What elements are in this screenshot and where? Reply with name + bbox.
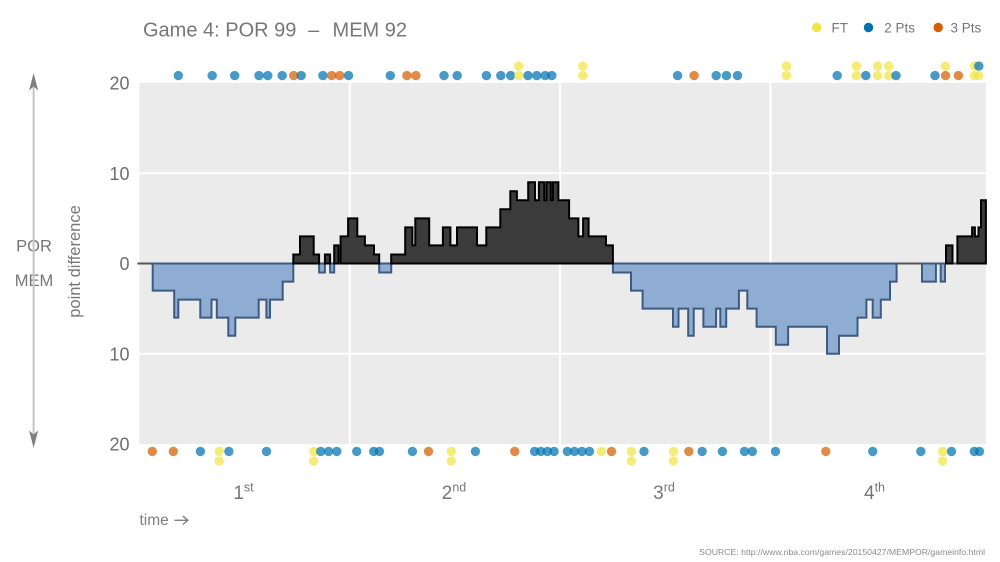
svg-text:Game 4: POR 99 – MEM 92: Game 4: POR 99 – MEM 92	[143, 20, 407, 42]
svg-text:2 Pts: 2 Pts	[884, 21, 915, 36]
svg-text:SOURCE: http://www.nba.com/gam: SOURCE: http://www.nba.com/games/2015042…	[699, 547, 985, 557]
svg-text:time: time	[140, 512, 169, 529]
svg-text:0: 0	[119, 254, 129, 274]
svg-text:10: 10	[109, 344, 129, 364]
svg-text:FT: FT	[832, 21, 849, 36]
svg-text:point difference: point difference	[66, 205, 84, 318]
svg-text:20: 20	[109, 74, 129, 94]
svg-text:10: 10	[109, 164, 129, 184]
svg-text:3 Pts: 3 Pts	[951, 21, 982, 36]
svg-text:20: 20	[109, 435, 129, 455]
